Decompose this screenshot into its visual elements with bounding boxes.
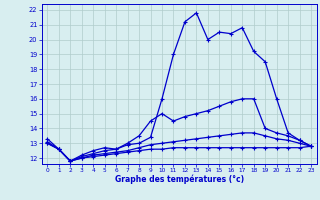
X-axis label: Graphe des températures (°c): Graphe des températures (°c) — [115, 175, 244, 184]
